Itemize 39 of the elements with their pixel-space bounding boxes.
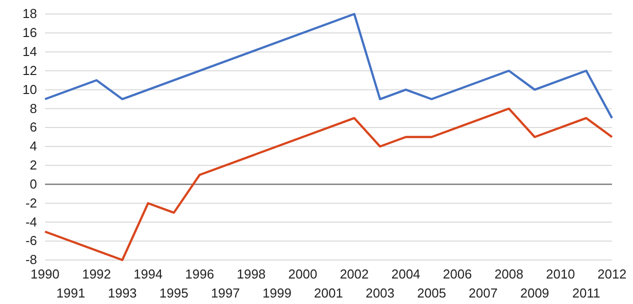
x2-tick-label: 1997 xyxy=(210,285,240,300)
y-tick-label: 4 xyxy=(30,138,37,154)
x2-tick-label: 2003 xyxy=(366,285,395,300)
x-tick-label: 1992 xyxy=(82,266,112,282)
x2-tick-label: 1999 xyxy=(262,285,292,300)
y-tick-label: 0 xyxy=(30,176,37,192)
y-tick-label: 16 xyxy=(22,25,37,40)
x-tick-label: 1994 xyxy=(134,266,163,282)
x-tick-label: 2006 xyxy=(442,266,472,282)
y-tick-label: -2 xyxy=(25,195,37,210)
y-tick-label: -8 xyxy=(25,252,37,268)
line-series xyxy=(44,108,614,262)
y-tick-label: -6 xyxy=(25,233,37,248)
x-tick-label: 2010 xyxy=(546,266,575,282)
y-tick-label: 12 xyxy=(22,62,37,78)
x2-tick-label: 2009 xyxy=(520,285,550,300)
x2-tick-label: 1995 xyxy=(159,285,188,300)
x-tick-label: 2008 xyxy=(494,266,524,282)
x2-tick-label: 2011 xyxy=(572,285,600,300)
x2-tick-label: 2005 xyxy=(417,285,446,300)
y-tick-label: 8 xyxy=(30,100,37,116)
x-tick-label: 2004 xyxy=(391,266,420,282)
x-tick-label: 2002 xyxy=(340,266,369,282)
line-series xyxy=(44,12,614,120)
x-tick-label: 2000 xyxy=(288,266,318,282)
y-tick-label: -4 xyxy=(25,214,37,230)
x2-tick-label: 2001 xyxy=(314,285,343,300)
y-tick-label: 18 xyxy=(22,6,37,22)
x-tick-label: 1998 xyxy=(236,266,266,282)
y-tick-label: 6 xyxy=(30,120,37,135)
x-tick-label: 2012 xyxy=(598,266,626,282)
y-tick-label: 14 xyxy=(22,44,37,60)
y-tick-label: 10 xyxy=(22,82,37,97)
x2-tick-label: 1993 xyxy=(108,285,137,300)
y-tick-label: 2 xyxy=(30,158,37,173)
x-tick-label: 1990 xyxy=(30,266,60,282)
x2-tick-label: 1991 xyxy=(56,285,86,300)
x2-tick-label: 2007 xyxy=(468,285,498,300)
x-tick-label: 1996 xyxy=(185,266,214,282)
